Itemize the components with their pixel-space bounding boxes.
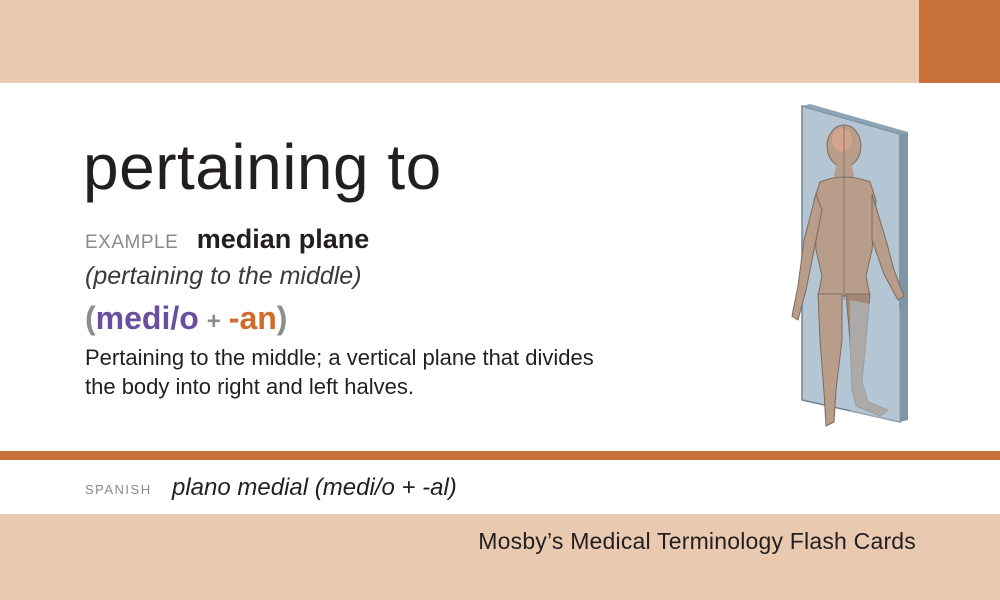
top-band bbox=[0, 0, 1000, 83]
bottom-band bbox=[0, 514, 1000, 600]
explanation-text: Pertaining to the middle; a vertical pla… bbox=[85, 343, 725, 401]
example-label: EXAMPLE bbox=[85, 232, 179, 253]
word-parts-close-paren: ) bbox=[276, 300, 288, 336]
human-figure-median-plane-icon bbox=[791, 104, 908, 427]
example-line: EXAMPLE median plane bbox=[85, 224, 369, 255]
median-plane-edge bbox=[802, 104, 908, 134]
spanish-term: plano medial (medi/o + -al) bbox=[172, 474, 457, 501]
explanation-line-1: Pertaining to the middle; a vertical pla… bbox=[85, 345, 594, 370]
section-divider bbox=[0, 451, 1000, 460]
publisher-title: Mosby’s Medical Terminology Flash Cards bbox=[478, 528, 916, 554]
word-root: medi/o bbox=[95, 300, 199, 336]
median-plane-front bbox=[850, 300, 900, 422]
word-parts-plus: + bbox=[206, 308, 221, 335]
top-accent-block bbox=[919, 0, 1000, 83]
example-gloss: (pertaining to the middle) bbox=[85, 262, 362, 290]
median-plane-side bbox=[900, 132, 908, 422]
spanish-label: SPANISH bbox=[85, 482, 152, 497]
example-term: median plane bbox=[196, 224, 370, 254]
word-parts-open-paren: ( bbox=[85, 300, 96, 336]
word-suffix: -an bbox=[228, 300, 277, 336]
word-parts: (medi/o + -an) bbox=[85, 300, 287, 337]
spanish-row bbox=[0, 460, 1000, 514]
definition-heading: pertaining to bbox=[83, 131, 442, 203]
explanation-line-2: the body into right and left halves. bbox=[85, 374, 414, 399]
